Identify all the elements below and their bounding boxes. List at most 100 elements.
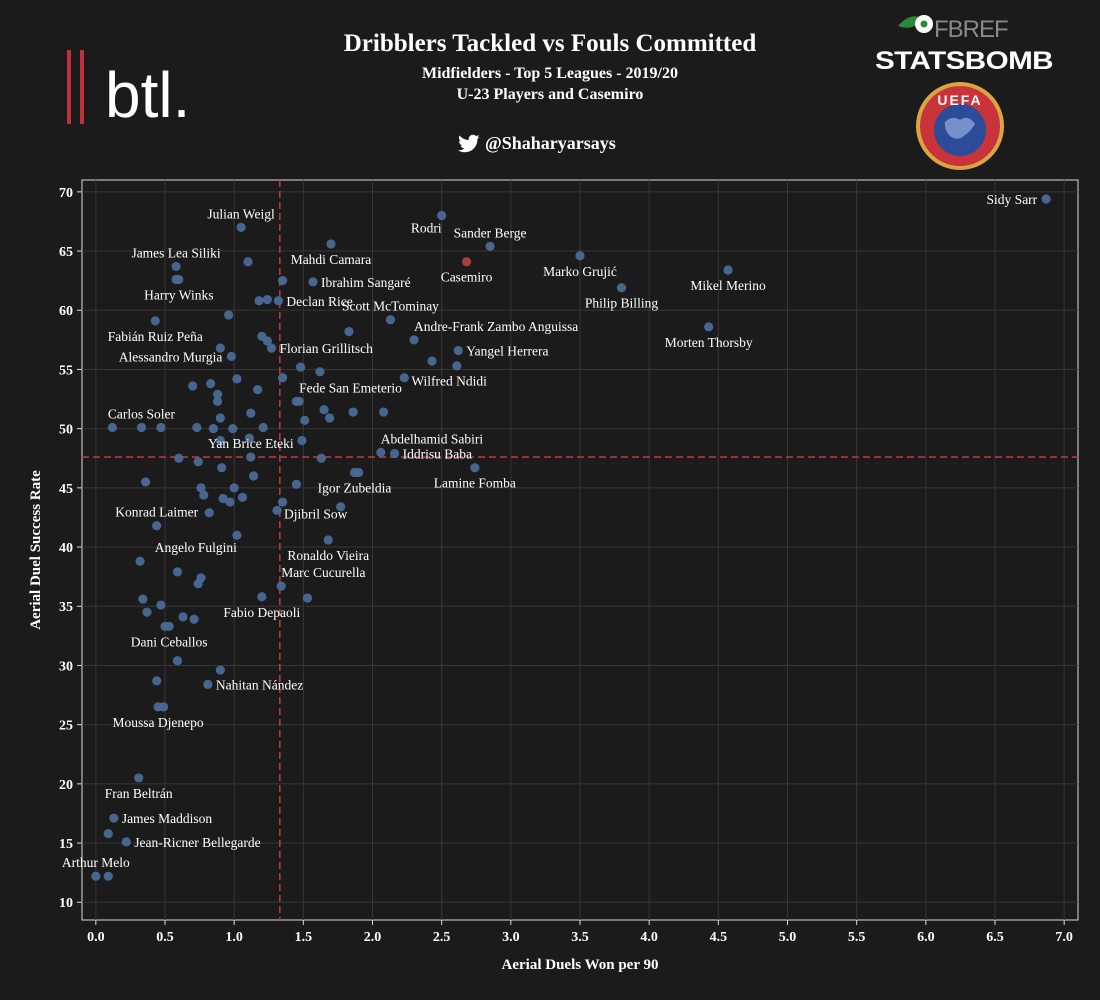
point-label: Arthur Melo	[62, 855, 130, 870]
statsbomb-logo: STATSBOMB	[875, 47, 1053, 75]
x-tick-label: 2.0	[364, 930, 382, 945]
point-label: Jean-Ricner Bellegarde	[134, 835, 260, 850]
data-point	[188, 381, 198, 391]
point-label: Andre-Frank Zambo Anguissa	[414, 319, 578, 334]
data-point	[277, 373, 288, 383]
point-label: Harry Winks	[144, 287, 213, 302]
data-point	[1041, 194, 1051, 204]
x-tick-label: 3.0	[502, 930, 520, 945]
point-label: James Lea Siliki	[131, 245, 220, 260]
data-point	[258, 422, 268, 433]
data-point	[485, 241, 495, 251]
y-tick-label: 30	[59, 659, 73, 674]
x-tick-label: 3.5	[571, 930, 589, 945]
y-tick-label: 60	[59, 304, 73, 319]
data-point	[192, 422, 202, 433]
data-point	[215, 413, 225, 423]
data-point	[246, 408, 256, 418]
point-label: Mahdi Camara	[291, 252, 372, 267]
data-point	[575, 251, 585, 261]
data-point	[308, 277, 318, 287]
point-label: Moussa Djenepo	[113, 715, 204, 730]
data-point	[215, 665, 225, 675]
uefa-logo-text: UEFA	[937, 92, 982, 108]
data-point	[136, 422, 147, 433]
twitter-handle: @Shaharyarsays	[457, 133, 616, 153]
data-point	[212, 396, 223, 407]
data-point	[277, 276, 288, 286]
point-label: Alessandro Murgia	[119, 349, 223, 364]
data-point	[316, 453, 326, 463]
x-tick-label: 4.5	[710, 930, 728, 945]
fbref-logo: FBREF	[898, 15, 1009, 43]
point-label: Fabio Depaoli	[223, 605, 300, 620]
data-point	[452, 361, 462, 371]
data-point	[156, 422, 166, 433]
data-point	[344, 326, 354, 337]
data-point	[172, 567, 183, 577]
data-points	[91, 194, 1051, 881]
x-tick-label: 5.5	[848, 930, 866, 945]
x-axis-ticks: 0.0 0.5 1.0 1.5 2.0 2.5 3.0 3.5 4.0 4.5 5.0 5.5 6.0 6…	[87, 920, 1073, 945]
data-point	[385, 315, 396, 325]
data-point	[262, 294, 272, 305]
data-point	[297, 435, 307, 446]
point-label: Ronaldo Vieira	[287, 548, 369, 563]
data-point	[723, 265, 733, 275]
data-point	[276, 581, 286, 591]
data-point	[218, 493, 228, 504]
data-point	[244, 433, 254, 443]
data-point	[326, 239, 336, 249]
data-point	[215, 343, 225, 353]
data-point	[109, 813, 119, 823]
data-point	[399, 373, 409, 383]
point-label: Sidy Sarr	[987, 192, 1038, 207]
data-point	[453, 345, 463, 356]
data-point	[336, 502, 346, 512]
btl-logo-text: btl.	[105, 59, 190, 131]
data-point	[193, 579, 203, 589]
data-point	[300, 415, 310, 425]
data-point	[164, 621, 174, 631]
data-point	[215, 435, 225, 446]
data-point	[315, 367, 325, 377]
chart-title: Dribblers Tackled vs Fouls Committed	[344, 30, 757, 57]
y-tick-label: 55	[59, 363, 73, 378]
y-tick-label: 35	[59, 600, 73, 615]
point-label: Djibril Sow	[284, 506, 348, 521]
data-point	[134, 773, 144, 783]
fbref-logo-text: FBREF	[934, 16, 1008, 43]
data-point	[262, 336, 272, 346]
data-point	[704, 322, 714, 332]
data-point	[171, 261, 181, 272]
data-point	[208, 424, 219, 434]
y-tick-label: 10	[59, 896, 73, 911]
point-label: Philip Billing	[585, 296, 658, 311]
data-point	[257, 592, 267, 602]
data-point	[243, 257, 253, 267]
data-point	[174, 453, 184, 463]
data-point	[206, 379, 216, 389]
data-point	[224, 310, 234, 320]
data-point	[193, 457, 203, 467]
data-point	[294, 396, 304, 407]
data-point	[295, 362, 306, 372]
point-label: Fabián Ruiz Peña	[108, 329, 203, 344]
data-point	[470, 463, 480, 473]
point-label: Iddrisu Baba	[403, 447, 472, 462]
point-label: Declan Rice	[286, 294, 352, 309]
data-point	[138, 594, 148, 604]
point-label: Abdelhamid Sabiri	[381, 431, 484, 446]
y-tick-label: 65	[59, 245, 73, 260]
data-point	[107, 422, 118, 433]
x-tick-label: 4.0	[640, 930, 658, 945]
data-point	[273, 296, 284, 306]
chart-subtitle-1: Midfielders - Top 5 Leagues - 2019/20	[422, 65, 678, 82]
point-label: Igor Zubeldia	[318, 480, 392, 495]
data-point	[203, 679, 213, 689]
data-point	[254, 296, 264, 306]
point-label: Angelo Fulgini	[155, 540, 237, 555]
point-label: Florian Grillitsch	[280, 341, 374, 356]
data-point	[225, 497, 235, 507]
data-point	[217, 463, 227, 473]
